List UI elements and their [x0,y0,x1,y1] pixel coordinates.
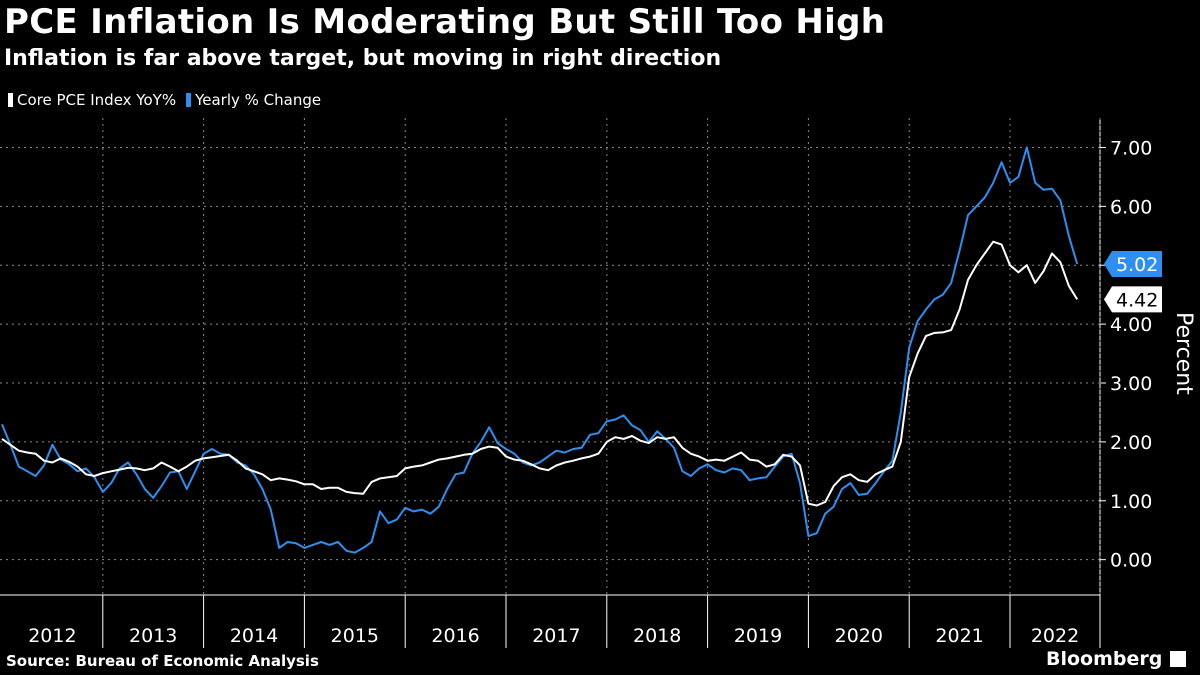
legend-label-yearly-change: Yearly % Change [195,91,322,109]
y-tick-label: 4.00 [1110,314,1152,336]
y-axis-title: Percent [1171,312,1196,395]
chart-subtitle: Inflation is far above target, but movin… [4,46,722,71]
y-tick-label: 7.00 [1110,137,1152,159]
x-tick-label: 2015 [331,625,379,647]
series-line-core-pce-index-yoy [1,240,1079,507]
x-tick-label: 2021 [935,625,983,647]
bloomberg-logo: Bloomberg [1046,648,1187,670]
x-tick-label: 2012 [28,625,76,647]
x-tick-label: 2022 [1031,625,1079,647]
last-value-label-core-pce-index-yoy: 4.42 [1116,289,1158,311]
y-tick-label: 1.00 [1110,491,1152,513]
last-value-flag-core-pce-index-yoy [1104,286,1162,313]
x-tick-label: 2020 [835,625,883,647]
x-tick-label: 2013 [129,625,177,647]
legend-item-core-pce[interactable]: Core PCE Index YoY% [8,91,176,109]
last-value-label-yearly-change: 5.02 [1116,254,1158,276]
chart-title: PCE Inflation Is Moderating But Still To… [4,2,886,42]
x-tick-label: 2014 [230,625,278,647]
legend-label-core-pce: Core PCE Index YoY% [17,91,177,109]
x-tick-label: 2018 [633,625,681,647]
y-tick-label: 6.00 [1110,196,1152,218]
legend-swatch-yearly-change [186,93,192,107]
legend-item-yearly-change[interactable]: Yearly % Change [186,91,321,109]
x-tick-label: 2019 [734,625,782,647]
x-tick-label: 2016 [431,625,479,647]
brand-name: Bloomberg [1046,648,1163,670]
legend-swatch-core-pce [8,93,13,107]
y-tick-label: 2.00 [1110,432,1152,454]
bloomberg-terminal-icon [1170,651,1187,667]
source-note: Source: Bureau of Economic Analysis [6,652,319,670]
series-line-yearly-change [1,146,1079,554]
last-value-flag-yearly-change [1104,251,1162,278]
y-tick-label: 3.00 [1110,373,1152,395]
x-tick-label: 2017 [532,625,580,647]
chart-legend: Core PCE Index YoY% Yearly % Change [8,91,321,109]
y-tick-label: 0.00 [1110,550,1152,572]
